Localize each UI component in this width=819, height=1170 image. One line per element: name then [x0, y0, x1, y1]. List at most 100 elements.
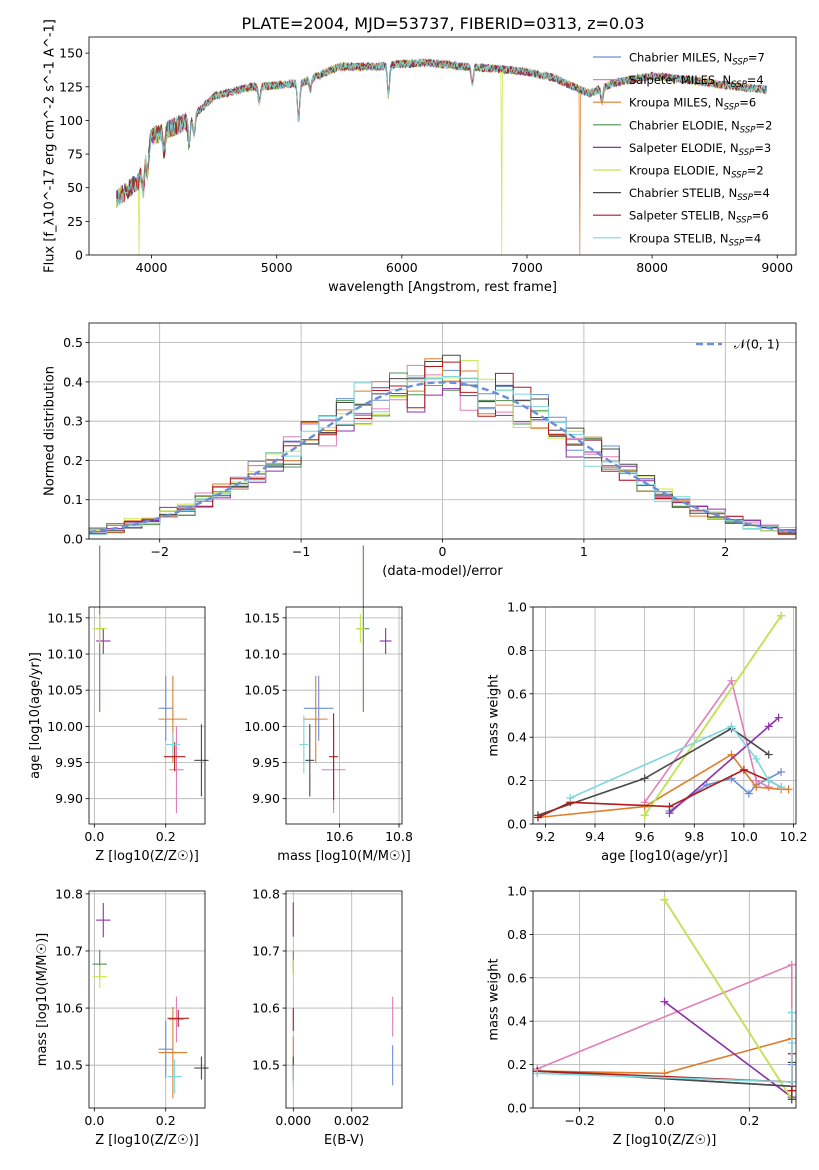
- legend-ssp-subscript: SSP: [731, 171, 747, 181]
- legend-label: Salpeter STELIB, NSSP=6: [629, 209, 769, 226]
- spectrum-line-kroupa-miles: [116, 58, 767, 256]
- legend-ssp-subscript: SSP: [737, 193, 753, 203]
- spectrum-xlabel: wavelength [Angstrom, rest frame]: [328, 280, 557, 295]
- age_vs_Z-ytick-label: 10.15: [47, 610, 83, 625]
- weight_vs_age-ytick-label: 0.6: [507, 686, 527, 701]
- legend-label: Kroupa MILES, NSSP=6: [629, 96, 756, 113]
- weight_vs_age-ytick-label: 1.0: [507, 600, 527, 615]
- legend-ssp-subscript: SSP: [731, 80, 747, 90]
- weight_vs_age-series-line: [537, 727, 770, 817]
- histogram-kroupa-stelib: [88, 376, 797, 539]
- legend-equals: =: [747, 164, 757, 178]
- spectrum-ytick-label: 125: [59, 79, 83, 94]
- legend-n-symbol: , N: [724, 118, 740, 132]
- legend-equals: =: [747, 73, 757, 87]
- legend-equals: =: [755, 118, 765, 132]
- residuals-ytick-label: 0.5: [63, 335, 83, 350]
- legend-n-ssp: 2: [765, 118, 772, 132]
- mass_vs_Z-xtick-label: 0.0: [84, 1113, 104, 1128]
- legend-ssp-subscript: SSP: [736, 216, 752, 226]
- legend-ssp-subscript: SSP: [724, 103, 740, 113]
- age_vs_Z-ylabel: age [log10(age/yr)]: [28, 652, 43, 779]
- weight_vs_Z-ytick-label: 0.0: [507, 1101, 527, 1116]
- residuals-xtick-label: 1: [580, 544, 588, 559]
- legend-equals: =: [753, 186, 763, 200]
- spectrum-xtick-label: 7000: [511, 260, 543, 275]
- age_vs_mass-ytick-label: 10.15: [244, 610, 280, 625]
- age_vs_mass-ytick-label: 9.90: [252, 791, 280, 806]
- weight_vs_Z-series-line: [537, 1012, 793, 1083]
- residuals-ylabel: Normed distribution: [42, 366, 57, 496]
- mass_vs_ebv-ytick-label: 10.5: [252, 1058, 280, 1073]
- age_vs_mass-frame: [285, 606, 403, 825]
- legend-n-symbol: , N: [708, 96, 724, 110]
- mass_vs_ebv-frame: [285, 890, 403, 1109]
- weight_vs_age-series-line: [669, 771, 782, 812]
- legend-ssp-subscript: SSP: [729, 238, 745, 248]
- legend-n-symbol: , N: [723, 141, 739, 155]
- legend-n-symbol: , N: [715, 164, 731, 178]
- histogram-salpeter-stelib: [88, 361, 797, 539]
- residuals-ytick-label: 0.1: [63, 492, 83, 507]
- residuals-xtick-label: 0: [439, 544, 447, 559]
- legend-n-ssp: 3: [764, 141, 771, 155]
- legend-equals: =: [754, 141, 764, 155]
- data-layer: [88, 57, 797, 1104]
- legend-n-symbol: , N: [720, 209, 736, 223]
- age_vs_mass-xtick-label: 10.6: [326, 829, 354, 844]
- spectrum-xtick-label: 4000: [136, 260, 168, 275]
- mass_vs_ebv-xtick-label: 0.002: [334, 1113, 370, 1128]
- normal-reference-curve: [88, 381, 797, 534]
- weight_vs_Z-series-line: [663, 899, 793, 1100]
- weight_vs_Z-ytick-label: 1.0: [507, 884, 527, 899]
- axes-layer: 4000 5000 6000 7000 8000 9000 0 25 50 75 100 125 150…: [28, 19, 807, 1148]
- residuals-ytick-label: 0.3: [63, 414, 83, 429]
- legend-n-symbol: , N: [716, 51, 732, 65]
- mass_vs_Z-ylabel: mass [log10(M/M☉)]: [35, 933, 50, 1066]
- spectrum-ytick-label: 25: [67, 214, 83, 229]
- weight_vs_Z-ytick-label: 0.6: [507, 970, 527, 985]
- legend-label: Salpeter ELODIE, NSSP=3: [629, 141, 771, 158]
- legend-model-name: Chabrier STELIB: [629, 186, 721, 200]
- legend-model-name: Kroupa STELIB: [629, 231, 713, 245]
- residuals-ytick-label: 0.4: [63, 374, 83, 389]
- age_vs_Z-ytick-label: 10.05: [47, 683, 83, 698]
- weight_vs_age-ytick-label: 0.2: [507, 773, 527, 788]
- weight_vs_age-xtick-label: 9.8: [684, 829, 704, 844]
- legend-n-ssp: 4: [756, 73, 763, 87]
- legend-model-name: Salpeter MILES: [629, 73, 715, 87]
- age_vs_Z-ytick-label: 9.95: [55, 755, 83, 770]
- age_vs_mass-ytick-label: 10.00: [244, 719, 280, 734]
- legend-ssp-subscript: SSP: [740, 125, 756, 135]
- mass_vs_Z-ytick-label: 10.6: [55, 1001, 83, 1016]
- legend-label: Salpeter MILES, NSSP=4: [629, 73, 764, 90]
- legend-n-ssp: 6: [761, 209, 768, 223]
- weight_vs_age-ytick-label: 0.0: [507, 817, 527, 832]
- spectrum-xtick-label: 5000: [261, 260, 293, 275]
- legend-label: Chabrier STELIB, NSSP=4: [629, 186, 770, 203]
- spectrum-xtick-label: 8000: [636, 260, 668, 275]
- mass_vs_ebv-ytick-label: 10.7: [252, 943, 280, 958]
- spectrum-xtick-label: 9000: [761, 260, 793, 275]
- age_vs_Z-xtick-label: 0.0: [84, 829, 104, 844]
- spectrum-ytick-label: 0: [75, 248, 83, 263]
- age_vs_mass-xlabel: mass [log10(M/M☉)]: [277, 849, 410, 864]
- weight_vs_age-xlabel: age [log10(age/yr)]: [601, 849, 728, 864]
- legend-n-ssp: 6: [749, 96, 756, 110]
- mass_vs_ebv-xtick-label: 0.000: [275, 1113, 311, 1128]
- spectrum-ytick-label: 50: [67, 180, 83, 195]
- mass_vs_Z-ytick-label: 10.7: [55, 943, 83, 958]
- weight_vs_age-xtick-label: 9.6: [635, 829, 655, 844]
- legend-label: Chabrier MILES, NSSP=7: [629, 51, 765, 68]
- legend-model-name: Salpeter STELIB: [629, 209, 720, 223]
- legend-equals: =: [748, 51, 758, 65]
- mass_vs_Z-xtick-label: 0.2: [156, 1113, 176, 1128]
- age_vs_mass-ytick-label: 10.10: [244, 647, 280, 662]
- reference-legend-label: 𝒩(0, 1): [734, 337, 780, 352]
- age_vs_mass-ytick-label: 10.05: [244, 683, 280, 698]
- age_vs_Z-xtick-label: 0.2: [156, 829, 176, 844]
- age_vs_Z-ytick-label: 10.10: [47, 647, 83, 662]
- legend-model-name: Kroupa MILES: [629, 96, 708, 110]
- figure-title: PLATE=2004, MJD=53737, FIBERID=0313, z=0…: [241, 14, 644, 33]
- age_vs_mass-ytick-label: 9.95: [252, 755, 280, 770]
